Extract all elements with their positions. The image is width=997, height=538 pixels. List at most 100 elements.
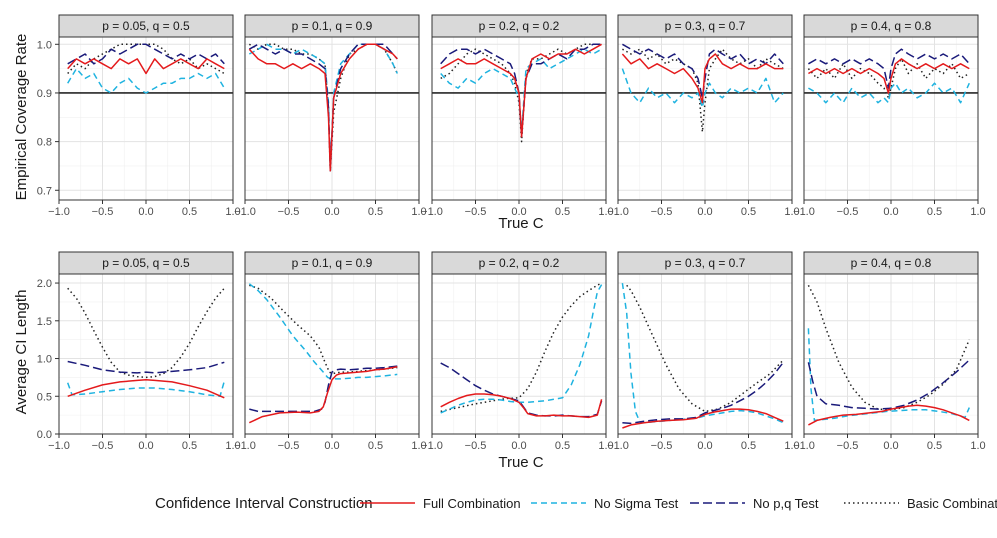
y-tick-label: 0.5 bbox=[37, 391, 52, 403]
series-line-full-combination bbox=[808, 58, 970, 94]
y-tick-label: 0.9 bbox=[37, 88, 52, 100]
series-line-no-p-q-test bbox=[808, 48, 970, 89]
series-line-no-sigma-test bbox=[66, 380, 226, 398]
facet-strip-label: p = 0.2, q = 0.2 bbox=[479, 256, 560, 270]
x-tick-label: −0.5 bbox=[651, 440, 673, 452]
facet-strip-label: p = 0.1, q = 0.9 bbox=[292, 19, 373, 33]
series-line-no-sigma-test bbox=[248, 283, 398, 380]
series-line-no-p-q-test bbox=[807, 359, 970, 410]
x-tick-label: 0.5 bbox=[741, 440, 756, 452]
panel-1-1: p = 0.05, q = 0.5 −1.0 −0.5 0.0 0.5 1.0 bbox=[48, 14, 241, 218]
x-tick-label: 0.5 bbox=[182, 206, 197, 218]
series-line-full-combination bbox=[622, 408, 784, 429]
x-tick-label: 1.0 bbox=[411, 206, 426, 218]
x-tick-label: 0.5 bbox=[555, 440, 570, 452]
x-tick-label: 1.0 bbox=[970, 206, 985, 218]
x-tick-label: 0.5 bbox=[927, 206, 942, 218]
chart-row-1: 0.7 0.8 0.9 1.0 p = 0.05, q = 0.5 −1.0 −0.5 0.0… bbox=[37, 14, 986, 218]
facet-strip-label: p = 0.1, q = 0.9 bbox=[292, 256, 373, 270]
series-line-full-combination bbox=[67, 378, 225, 399]
facet-strip-label: p = 0.05, q = 0.5 bbox=[102, 256, 190, 270]
x-tick-label: −1.0 bbox=[607, 206, 629, 218]
x-tick-label: −1.0 bbox=[793, 440, 815, 452]
y-tick-label: 1.0 bbox=[37, 354, 52, 366]
x-tick-label: 1.0 bbox=[225, 440, 240, 452]
x-tick-label: 0.5 bbox=[555, 206, 570, 218]
x-tick-label: 0.5 bbox=[368, 206, 383, 218]
series-line-full-combination bbox=[248, 43, 398, 172]
series-line-no-p-q-test bbox=[248, 43, 398, 172]
x-tick-label: −1.0 bbox=[607, 440, 629, 452]
x-tick-label: 1.0 bbox=[225, 206, 240, 218]
y-axis-title-bottom: Average CI Length bbox=[13, 290, 30, 415]
y-tick-label: 1.0 bbox=[37, 39, 52, 51]
panel-2-2: p = 0.1, q = 0.9 −1.0 −0.5 0.0 0.5 1.0 bbox=[234, 251, 427, 452]
x-tick-label: 0.0 bbox=[883, 440, 898, 452]
x-tick-label: −1.0 bbox=[421, 440, 443, 452]
chart-rows: 0.70.80.91.0p = 0.05, q = 0.5−1.0 −0.5 0.0… bbox=[37, 14, 986, 452]
x-tick-label: 0.5 bbox=[927, 440, 942, 452]
x-tick-label: 1.0 bbox=[970, 440, 985, 452]
legend: Confidence Interval Construction Full Co… bbox=[155, 495, 997, 512]
x-tick-label: 1.0 bbox=[598, 440, 613, 452]
legend-items: Full Combination No Sigma Test No p,q Test… bbox=[360, 496, 997, 511]
x-tick-label: 1.0 bbox=[598, 206, 613, 218]
x-tick-label: 0.5 bbox=[182, 440, 197, 452]
legend-label: No Sigma Test bbox=[594, 496, 679, 511]
legend-item: Basic Combination bbox=[844, 496, 997, 511]
x-tick-label: 0.0 bbox=[138, 440, 153, 452]
y-tick-label: 2.0 bbox=[37, 278, 52, 290]
series-line-basic-combination bbox=[248, 43, 398, 172]
series-line-no-sigma-test bbox=[67, 67, 225, 94]
series-line-no-sigma-test bbox=[808, 82, 970, 104]
legend-label: Full Combination bbox=[423, 496, 521, 511]
series-line-basic-combination bbox=[249, 284, 398, 375]
panel-2-5: p = 0.4, q = 0.8 −1.0 −0.5 0.0 0.5 1.0 bbox=[793, 251, 986, 452]
x-tick-label: 0.0 bbox=[697, 440, 712, 452]
x-tick-label: 0.5 bbox=[741, 206, 756, 218]
x-tick-label: −1.0 bbox=[793, 206, 815, 218]
series-line-no-p-q-test bbox=[622, 361, 784, 425]
x-tick-label: 0.5 bbox=[368, 440, 383, 452]
x-tick-label: −0.5 bbox=[837, 206, 859, 218]
x-tick-label: 1.0 bbox=[411, 440, 426, 452]
y-tick-label: 0.0 bbox=[37, 429, 52, 441]
x-tick-label: 0.0 bbox=[511, 440, 526, 452]
y-axis-title-top: Empirical Coverage Rate bbox=[13, 34, 30, 201]
x-tick-label: −0.5 bbox=[278, 206, 300, 218]
x-tick-label: −0.5 bbox=[278, 440, 300, 452]
legend-label: No p,q Test bbox=[753, 496, 819, 511]
legend-item: No Sigma Test bbox=[531, 496, 679, 511]
panel-1-5: p = 0.4, q = 0.8 −1.0 −0.5 0.0 0.5 1.0 bbox=[793, 14, 986, 218]
series-line-full-combination bbox=[440, 393, 603, 419]
series-line-basic-combination bbox=[67, 287, 225, 379]
legend-label: Basic Combination bbox=[907, 496, 997, 511]
series-line-no-p-q-test bbox=[67, 360, 225, 374]
x-tick-label: −0.5 bbox=[92, 206, 114, 218]
panel-1-2: p = 0.1, q = 0.9 −1.0 −0.5 0.0 0.5 1.0 bbox=[234, 14, 427, 218]
facet-strip-label: p = 0.4, q = 0.8 bbox=[851, 256, 932, 270]
x-axis-title-top: True C bbox=[498, 215, 543, 232]
x-tick-label: 0.0 bbox=[511, 206, 526, 218]
series-line-basic-combination bbox=[440, 43, 602, 143]
x-tick-label: −0.5 bbox=[651, 206, 673, 218]
facet-strip-label: p = 0.3, q = 0.7 bbox=[665, 19, 746, 33]
x-tick-label: −1.0 bbox=[234, 206, 256, 218]
x-tick-label: 0.0 bbox=[324, 440, 339, 452]
panel-2-1: p = 0.05, q = 0.5 −1.0 −0.5 0.0 0.5 1.0 bbox=[48, 251, 241, 452]
facet-strip-label: p = 0.4, q = 0.8 bbox=[851, 19, 932, 33]
series-line-full-combination bbox=[621, 53, 784, 104]
x-tick-label: −1.0 bbox=[234, 440, 256, 452]
facet-strip-label: p = 0.3, q = 0.7 bbox=[665, 256, 746, 270]
y-tick-label: 1.5 bbox=[37, 316, 52, 328]
y-tick-label: 0.7 bbox=[37, 185, 52, 197]
panel-1-3: p = 0.2, q = 0.2 −1.0 −0.5 0.0 0.5 1.0 bbox=[421, 14, 614, 218]
x-tick-label: 1.0 bbox=[784, 206, 799, 218]
series-line-no-sigma-test bbox=[440, 284, 603, 414]
x-tick-label: 0.0 bbox=[883, 206, 898, 218]
x-tick-label: −1.0 bbox=[48, 440, 70, 452]
series-line-no-p-q-test bbox=[249, 365, 398, 413]
series-line-full-combination bbox=[808, 404, 970, 426]
x-tick-label: −0.5 bbox=[837, 440, 859, 452]
